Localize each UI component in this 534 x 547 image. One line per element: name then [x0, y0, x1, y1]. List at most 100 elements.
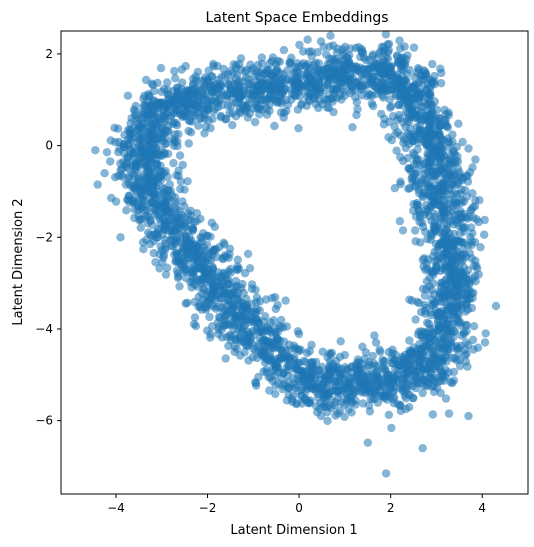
data-point [451, 301, 460, 310]
data-point [442, 220, 452, 229]
data-point [284, 390, 293, 400]
data-point [386, 103, 395, 112]
data-point [136, 148, 145, 157]
data-point [125, 151, 134, 160]
data-point [168, 231, 177, 240]
data-point [449, 198, 458, 208]
data-point [243, 249, 253, 259]
data-point [135, 176, 145, 185]
data-point [313, 408, 322, 417]
data-point [344, 405, 353, 414]
data-point [393, 128, 402, 137]
data-point [463, 214, 472, 223]
data-point [327, 365, 336, 375]
data-point [234, 264, 244, 273]
data-point [159, 204, 168, 213]
data-point [137, 135, 146, 144]
data-point [122, 206, 131, 215]
data-point [247, 93, 256, 102]
data-point [427, 285, 436, 295]
data-point [319, 42, 328, 51]
data-point [193, 67, 203, 77]
data-point [480, 215, 489, 225]
data-point [197, 246, 206, 255]
data-point [405, 336, 414, 345]
data-point [384, 410, 394, 419]
data-point [384, 133, 393, 142]
data-point [451, 216, 461, 225]
data-point [274, 379, 283, 388]
data-point [209, 302, 218, 311]
data-point [251, 378, 260, 387]
data-point [418, 284, 428, 294]
data-point [301, 62, 310, 71]
data-point [346, 61, 356, 71]
data-point [206, 123, 215, 133]
data-point [462, 270, 471, 279]
data-point [208, 322, 217, 331]
data-point [281, 296, 290, 305]
data-point [413, 379, 422, 388]
data-point [229, 60, 238, 69]
data-point [221, 316, 230, 326]
data-point [272, 363, 282, 372]
data-point [283, 66, 292, 75]
data-point [404, 382, 413, 391]
data-point [294, 124, 303, 133]
data-point [298, 82, 307, 91]
data-point [445, 159, 454, 168]
data-point [400, 370, 409, 379]
data-point [381, 469, 391, 478]
y-tick-label: 0 [45, 139, 53, 153]
data-point [318, 347, 327, 356]
data-point [207, 218, 216, 227]
data-point [481, 329, 490, 338]
data-point [204, 66, 213, 75]
data-point [136, 159, 146, 169]
data-point [458, 137, 467, 147]
data-point [352, 78, 362, 87]
data-point [271, 86, 280, 95]
y-tick-label: −4 [35, 322, 53, 336]
data-point [323, 416, 332, 426]
data-point [313, 48, 322, 57]
data-point [323, 103, 332, 112]
data-point [447, 289, 456, 298]
data-point [411, 181, 421, 190]
data-point [160, 117, 170, 126]
data-point [454, 291, 464, 301]
data-point [444, 304, 453, 313]
data-point [226, 85, 235, 94]
data-point [459, 238, 469, 248]
data-point [328, 97, 337, 106]
data-point [271, 304, 280, 314]
x-tick-label: −2 [199, 501, 217, 515]
data-point [413, 114, 422, 123]
data-point [230, 342, 239, 351]
data-point [419, 375, 429, 385]
data-point [418, 388, 427, 398]
data-point [435, 364, 445, 374]
data-point [376, 347, 385, 357]
data-point [158, 190, 168, 199]
data-point [313, 365, 323, 375]
data-point [384, 39, 394, 49]
data-point [170, 66, 179, 76]
data-point [299, 356, 308, 366]
data-point [465, 279, 474, 289]
data-point [172, 266, 182, 275]
data-point [403, 153, 413, 163]
data-point [444, 143, 454, 152]
data-point [282, 322, 291, 331]
data-point [440, 228, 449, 237]
data-point [387, 423, 396, 433]
data-point [466, 205, 476, 214]
data-point [279, 113, 288, 122]
data-point [423, 206, 433, 215]
data-point [184, 216, 193, 225]
data-point [204, 77, 213, 87]
data-point [150, 206, 160, 215]
data-point [366, 75, 376, 85]
data-point [409, 43, 419, 52]
data-point [91, 146, 100, 155]
